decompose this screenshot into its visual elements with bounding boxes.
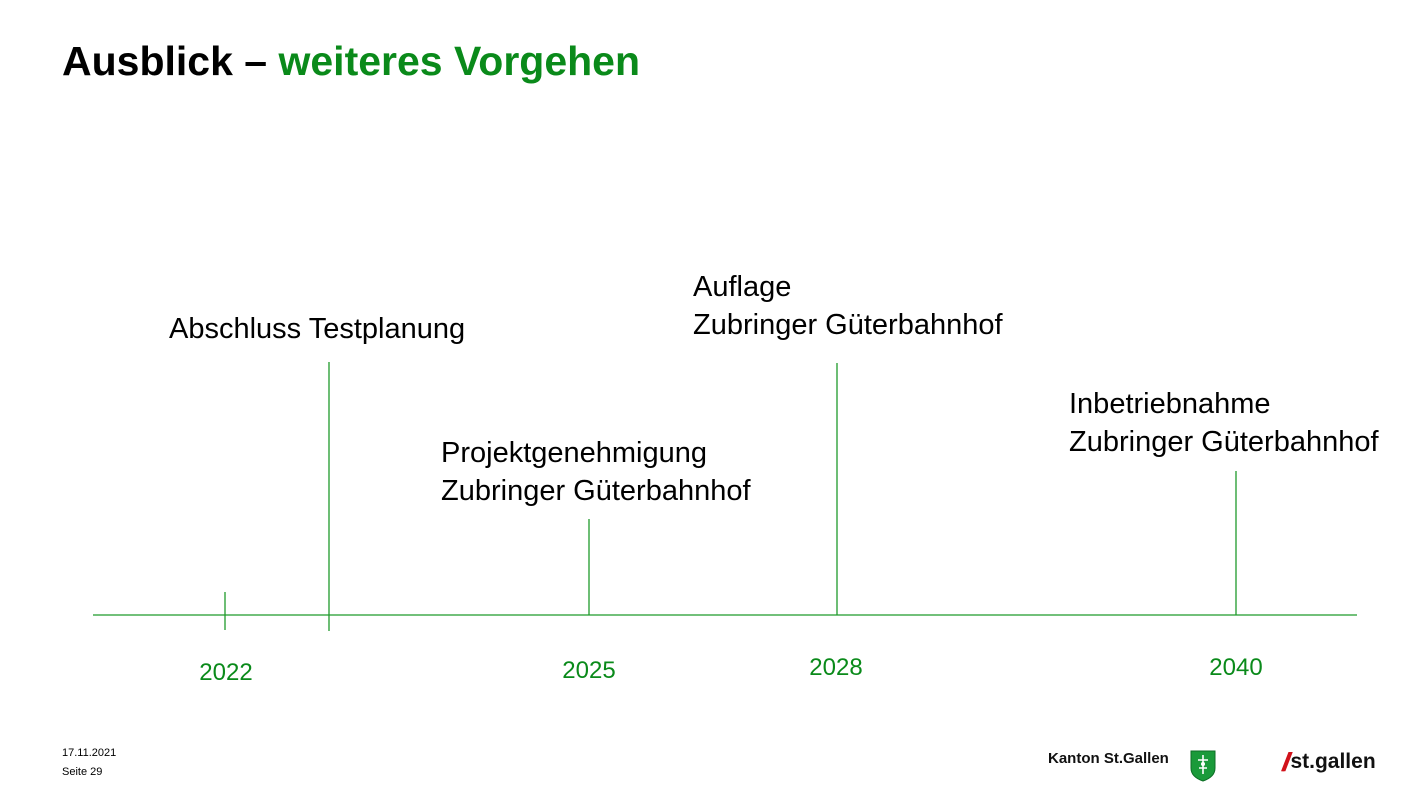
title-main: Ausblick – (62, 38, 279, 84)
slide-title: Ausblick – weiteres Vorgehen (62, 38, 640, 85)
title-accent: weiteres Vorgehen (278, 38, 641, 84)
milestone-projektgenehmigung: Projektgenehmigung Zubringer Güterbahnho… (441, 434, 751, 510)
city-logo-slashes: // (1282, 747, 1292, 777)
year-label-2025: 2025 (562, 657, 616, 684)
milestone-line1: Abschluss Testplanung (169, 313, 466, 345)
milestone-auflage: Auflage Zubringer Güterbahnhof (693, 268, 1003, 344)
year-label-2040: 2040 (1209, 654, 1263, 681)
kanton-logo-text: Kanton St.Gallen (1048, 750, 1169, 767)
footer-date: 17.11.2021 (62, 747, 117, 759)
year-label-2028: 2028 (809, 654, 863, 681)
milestone-line1: Inbetriebnahme (1069, 388, 1271, 420)
milestone-line2: Zubringer Güterbahnhof (441, 475, 751, 507)
milestone-line1: Auflage (693, 271, 792, 303)
footer-page-number: Seite 29 (62, 766, 103, 778)
city-logo-word: st.gallen (1290, 750, 1376, 773)
milestone-inbetriebnahme: Inbetriebnahme Zubringer Güterbahnhof (1069, 385, 1379, 461)
stgallen-coat-of-arms-icon (1190, 750, 1216, 782)
footer-meta: 17.11.2021 Seite 29 (62, 744, 116, 782)
milestone-line1: Projektgenehmigung (441, 437, 708, 469)
milestone-line2: Zubringer Güterbahnhof (693, 309, 1003, 341)
milestone-line2: Zubringer Güterbahnhof (1069, 426, 1379, 458)
milestone-testplanung: Abschluss Testplanung (169, 310, 465, 348)
year-label-2022: 2022 (199, 659, 253, 686)
stgallen-city-logo: // st.gallen (1282, 747, 1376, 777)
